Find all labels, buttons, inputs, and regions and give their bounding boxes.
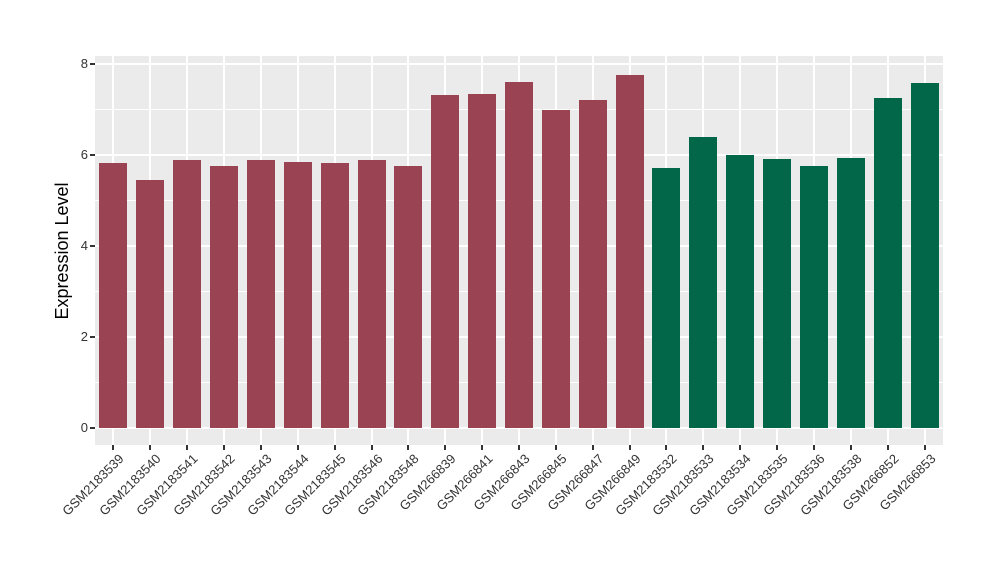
bar-GSM2183536 [799, 165, 828, 428]
bar-GSM2183535 [763, 159, 792, 428]
bar-GSM2183546 [357, 160, 386, 428]
x-tick-mark [628, 445, 631, 450]
x-tick-mark [886, 445, 889, 450]
y-tick-mark [90, 245, 95, 247]
x-tick-mark [112, 445, 115, 450]
x-tick-mark [149, 445, 152, 450]
bar-GSM266843 [505, 81, 533, 428]
bar-GSM2183540 [136, 180, 165, 428]
y-tick-label: 4 [80, 238, 88, 253]
y-tick-label: 6 [80, 147, 88, 162]
x-tick-mark [518, 445, 520, 450]
bar-GSM266839 [431, 94, 460, 428]
y-tick-mark [90, 336, 95, 338]
x-tick-mark [370, 445, 373, 450]
x-tick-mark [665, 445, 668, 450]
bar-GSM2183539 [99, 162, 128, 428]
bar-GSM266841 [468, 93, 497, 428]
x-tick-mark [481, 445, 484, 450]
bar-GSM2183545 [320, 163, 349, 428]
bar-GSM266852 [873, 98, 902, 428]
bar-GSM2183534 [726, 155, 755, 428]
x-tick-mark [407, 445, 410, 450]
bar-GSM266847 [578, 99, 607, 428]
x-tick-mark [186, 445, 189, 450]
bar-GSM266845 [541, 110, 570, 428]
y-tick-label: 0 [80, 420, 88, 435]
bar-GSM2183538 [836, 158, 865, 428]
bar-GSM2183548 [394, 166, 423, 428]
bar-GSM266853 [910, 83, 939, 428]
x-tick-mark [812, 445, 815, 450]
x-tick-mark [333, 445, 336, 450]
y-tick-mark [90, 63, 95, 65]
bar-GSM266849 [615, 74, 644, 428]
bar-GSM2183541 [173, 160, 202, 428]
y-tick-label: 2 [80, 329, 88, 344]
bar-GSM2183543 [246, 160, 275, 428]
x-tick-mark [259, 445, 262, 450]
x-tick-mark [776, 445, 779, 450]
x-tick-mark [444, 445, 447, 450]
bar-GSM2183533 [689, 136, 718, 428]
x-tick-mark [739, 445, 742, 450]
x-tick-mark [923, 445, 926, 450]
x-tick-mark [849, 445, 852, 450]
bar-GSM2183542 [210, 165, 239, 428]
x-tick-mark [591, 445, 594, 450]
x-tick-mark [702, 445, 705, 450]
bar-GSM2183544 [283, 161, 312, 428]
y-tick-mark [90, 427, 95, 429]
x-tick-mark [223, 445, 226, 450]
x-tick-mark [296, 445, 299, 450]
x-tick-mark [554, 445, 557, 450]
y-tick-mark [90, 154, 95, 156]
y-tick-label: 8 [80, 56, 88, 71]
bar-GSM2183532 [652, 167, 681, 428]
plot-panel [95, 56, 943, 445]
